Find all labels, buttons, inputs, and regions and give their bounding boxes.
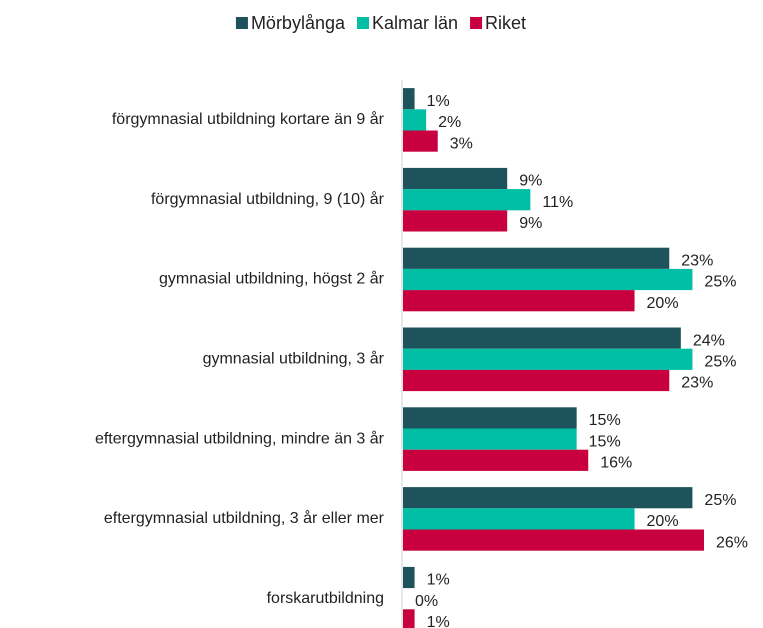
data-label: 3% <box>450 135 473 152</box>
bar <box>403 130 438 152</box>
data-label: 26% <box>716 534 748 551</box>
data-label: 20% <box>647 513 679 530</box>
bar <box>403 508 635 530</box>
y-tick-label: eftergymnasial utbildning, 3 år eller me… <box>104 509 385 527</box>
bar <box>403 566 415 589</box>
data-label: 24% <box>693 332 725 349</box>
bar <box>403 609 415 628</box>
bar <box>403 290 635 312</box>
data-label: 1% <box>427 614 450 628</box>
bar <box>403 268 693 291</box>
bar <box>403 109 427 131</box>
legend: Mörbylånga Kalmar län Riket <box>235 13 526 33</box>
bar <box>403 449 589 471</box>
bar <box>403 529 704 551</box>
bar <box>403 407 577 429</box>
data-label: 20% <box>647 295 679 312</box>
legend-swatch <box>235 17 248 29</box>
legend-label: Riket <box>485 13 526 33</box>
legend-swatch <box>470 17 483 29</box>
bar <box>403 369 670 392</box>
data-label: 23% <box>681 253 713 270</box>
data-label: 0% <box>415 593 438 610</box>
y-tick-label: förgymnasial utbildning, 9 (10) år <box>151 190 385 208</box>
bar <box>403 428 577 450</box>
y-tick-label: förgymnasial utbildning kortare än 9 år <box>112 110 385 128</box>
data-label: 23% <box>681 375 713 392</box>
data-label: 16% <box>600 455 632 472</box>
y-tick-label: gymnasial utbildning, 3 år <box>203 350 385 368</box>
bar <box>403 88 415 110</box>
legend-swatch <box>357 17 369 29</box>
data-label: 25% <box>704 492 736 509</box>
bar <box>403 487 693 509</box>
bar <box>403 189 531 211</box>
data-label: 15% <box>589 412 621 429</box>
data-label: 1% <box>427 93 450 110</box>
legend-label: Kalmar län <box>372 13 458 33</box>
data-label: 9% <box>519 215 542 232</box>
y-tick-label: gymnasial utbildning, högst 2 år <box>159 270 385 288</box>
data-label: 25% <box>704 354 736 371</box>
data-label: 11% <box>542 194 573 211</box>
bar <box>403 327 681 349</box>
legend-label: Mörbylånga <box>251 13 346 33</box>
data-label: 15% <box>589 433 621 450</box>
bar <box>403 167 508 190</box>
y-tick-label: forskarutbildning <box>267 590 384 607</box>
data-label: 1% <box>427 572 450 589</box>
data-label: 2% <box>438 114 461 131</box>
data-label: 9% <box>519 173 542 190</box>
bar <box>403 348 693 370</box>
data-label: 25% <box>704 274 736 291</box>
y-tick-label: eftergymnasial utbildning, mindre än 3 å… <box>95 429 385 447</box>
bar <box>403 247 670 269</box>
bar <box>403 210 508 232</box>
